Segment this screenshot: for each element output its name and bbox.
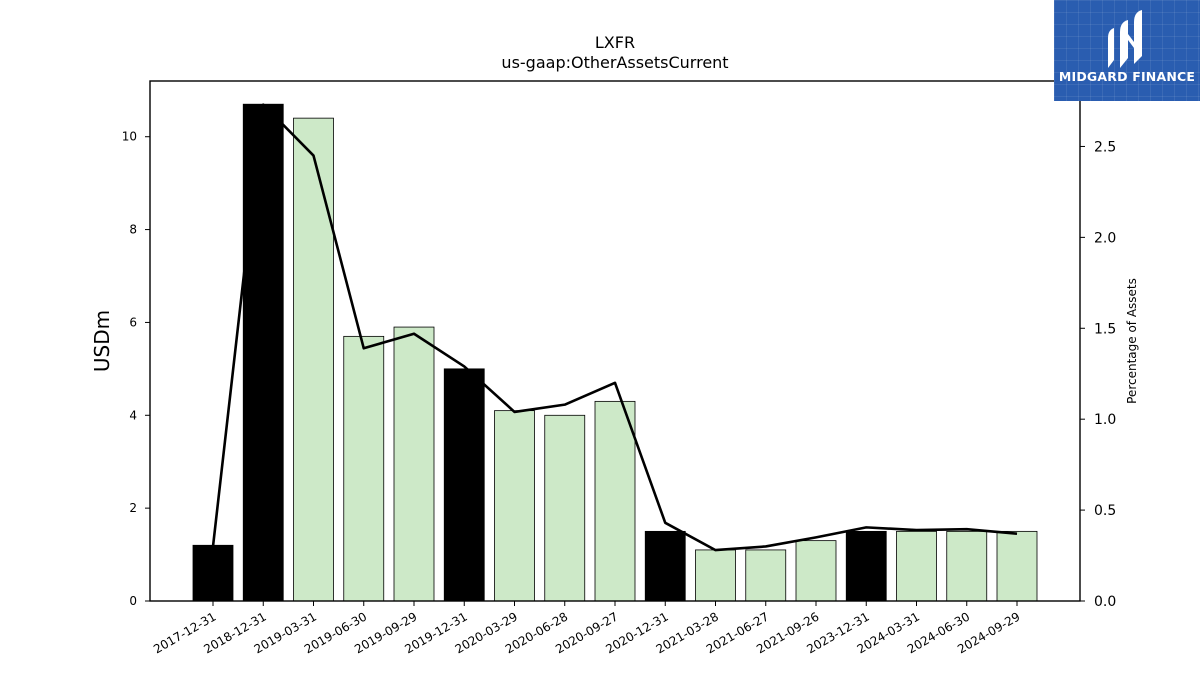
bar-2024-09-29: [996, 530, 1038, 602]
y-axis-right-label: Percentage of Assets: [1125, 278, 1139, 404]
line-group: [211, 103, 1018, 552]
midgard-logo-icon: [1108, 10, 1142, 68]
y-axis-right: 0.0 0.5 1.0 1.5 2.0 2.5: [1080, 139, 1116, 610]
bar-2020-03-29: [494, 410, 535, 602]
bar-2020-12-31: [644, 530, 686, 602]
midgard-finance-logo: MIDGARD FINANCE: [1054, 0, 1200, 101]
bar-2021-06-27: [745, 549, 787, 602]
bar-2018-12-31: [242, 103, 284, 602]
y-right-tick-label: 1.5: [1094, 321, 1116, 337]
chart-subtitle: us-gaap:OtherAssetsCurrent: [501, 53, 728, 72]
logo-text: MIDGARD FINANCE: [1058, 69, 1196, 84]
bar-2019-12-31: [443, 368, 485, 602]
bar-2024-06-30: [946, 530, 988, 602]
y-left-tick-label: 4: [129, 408, 137, 422]
chart-title: LXFR: [595, 33, 635, 52]
bar-2020-06-28: [544, 414, 586, 602]
bars-group: [192, 103, 1038, 602]
y-left-tick-label: 8: [129, 223, 137, 237]
y-axis-left: 0 2 4 6 8 10: [122, 130, 150, 608]
bar-2019-09-29: [393, 326, 435, 602]
y-left-tick-label: 10: [122, 130, 137, 144]
y-left-tick-label: 2: [129, 501, 137, 515]
y-right-tick-label: 2.5: [1094, 139, 1116, 155]
bar-2019-06-30: [343, 335, 385, 602]
y-left-tick-label: 6: [129, 315, 137, 329]
y-left-tick-label: 0: [129, 594, 137, 608]
y-right-tick-label: 2.0: [1094, 230, 1116, 246]
y-right-tick-label: 0.0: [1094, 594, 1116, 610]
bar-2017-12-31: [192, 544, 234, 602]
bar-2019-03-31: [293, 117, 334, 602]
y-right-tick-label: 0.5: [1094, 503, 1116, 519]
y-axis-left-label: USDm: [90, 310, 114, 372]
x-axis: 2017-12-312018-12-312019-03-312019-06-30…: [151, 601, 1023, 656]
bar-2023-12-31: [845, 530, 887, 602]
y-right-tick-label: 1.0: [1094, 412, 1116, 428]
bar-2020-09-27: [594, 400, 636, 602]
bar-2021-03-28: [695, 549, 736, 602]
bar-2021-09-26: [795, 540, 837, 602]
bar-2024-03-31: [896, 530, 937, 602]
